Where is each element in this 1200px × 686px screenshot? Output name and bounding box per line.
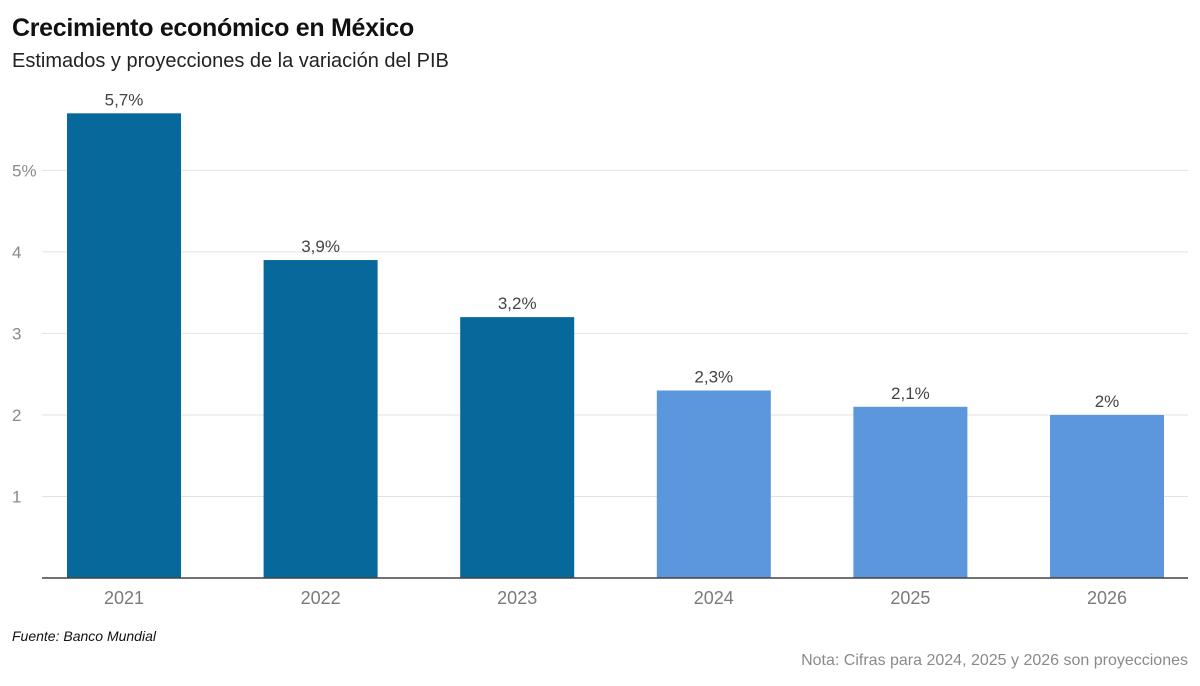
bars	[67, 113, 1164, 578]
source-note: Fuente: Banco Mundial	[12, 628, 156, 644]
x-tick-label-2021: 2021	[104, 588, 144, 608]
x-tick-label-2026: 2026	[1087, 588, 1127, 608]
bar-2025	[853, 406, 968, 578]
grid-lines	[42, 169, 1188, 497]
bar-2023	[460, 317, 575, 578]
x-tick-label-2023: 2023	[497, 588, 537, 608]
x-tick-label-2025: 2025	[890, 588, 930, 608]
chart-subtitle: Estimados y proyecciones de la variación…	[12, 50, 449, 72]
projection-note: Nota: Cifras para 2024, 2025 y 2026 son …	[801, 652, 1188, 669]
data-label-2022: 3,9%	[301, 237, 340, 256]
bar-2022	[263, 260, 378, 578]
x-tick-label-2024: 2024	[694, 588, 734, 608]
data-label-2023: 3,2%	[498, 294, 537, 313]
y-tick-label: 1	[12, 487, 21, 506]
y-tick-label: 4	[12, 243, 21, 262]
bar-2021	[67, 113, 181, 578]
data-label-2025: 2,1%	[891, 384, 930, 403]
y-tick-label: 5%	[12, 161, 37, 180]
chart-title: Crecimiento económico en México	[12, 14, 414, 42]
y-tick-label: 3	[12, 324, 21, 343]
data-label-2021: 5,7%	[105, 90, 144, 109]
bar-2024	[656, 390, 771, 578]
y-axis-ticks: 1 2 3 4 5%	[12, 161, 37, 506]
x-tick-label-2022: 2022	[301, 588, 341, 608]
bar-2026	[1050, 414, 1164, 578]
y-tick-label: 2	[12, 406, 21, 425]
data-label-2026: 2%	[1095, 392, 1120, 411]
data-labels: 5,7% 3,9% 3,2% 2,3% 2,1% 2%	[105, 90, 1120, 411]
data-label-2024: 2,3%	[694, 367, 733, 386]
x-axis-labels: 2021 2022 2023 2024 2025 2026	[104, 588, 1127, 608]
